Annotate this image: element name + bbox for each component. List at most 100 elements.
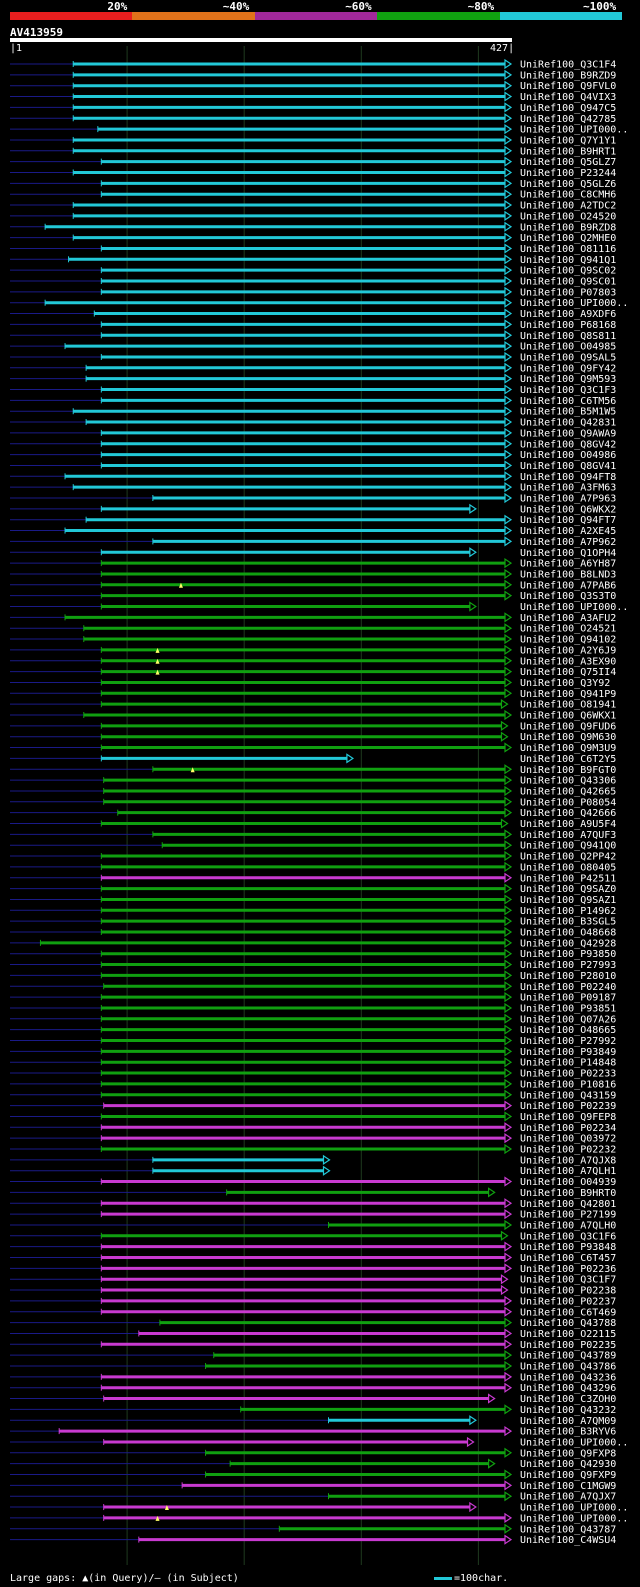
hit-label[interactable]: UniRef100_A2Y6J9 [520,645,616,656]
hit-label[interactable]: UniRef100_B9FGT0 [520,765,616,776]
hit-label[interactable]: UniRef100_P02234 [520,1123,616,1134]
hit-label[interactable]: UniRef100_Q43788 [520,1318,616,1329]
hit-label[interactable]: UniRef100_Q42930 [520,1459,616,1470]
hit-label[interactable]: UniRef100_P02240 [520,982,616,993]
hit-label[interactable]: UniRef100_Q3S3T0 [520,591,616,602]
hit-label[interactable]: UniRef100_P93849 [520,1047,616,1058]
hit-label[interactable]: UniRef100_Q8GV41 [520,461,616,472]
hit-label[interactable]: UniRef100_Q2PP42 [520,852,616,863]
hit-label[interactable]: UniRef100_A7PAB6 [520,580,616,591]
hit-label[interactable]: UniRef100_P02236 [520,1264,616,1275]
hit-label[interactable]: UniRef100_O48665 [520,1025,616,1036]
hit-label[interactable]: UniRef100_O22115 [520,1329,616,1340]
hit-label[interactable]: UniRef100_Q7Y1Y1 [520,135,616,146]
hit-label[interactable]: UniRef100_P10816 [520,1079,616,1090]
hit-label[interactable]: UniRef100_Q9FY42 [520,363,616,374]
hit-label[interactable]: UniRef100_Q9M630 [520,732,616,743]
hit-label[interactable]: UniRef100_P27199 [520,1210,616,1221]
hit-label[interactable]: UniRef100_P68168 [520,320,616,331]
hit-label[interactable]: UniRef100_UPI000.. [520,1503,628,1514]
hit-label[interactable]: UniRef100_A7P963 [520,494,616,505]
hit-label[interactable]: UniRef100_Q9FEP8 [520,1112,616,1123]
hit-label[interactable]: UniRef100_A3FM63 [520,483,616,494]
hit-label[interactable]: UniRef100_A9XDF6 [520,309,616,320]
hit-label[interactable]: UniRef100_C6T457 [520,1253,616,1264]
hit-label[interactable]: UniRef100_Q9AWA9 [520,428,616,439]
hit-label[interactable]: UniRef100_O81116 [520,244,616,255]
hit-label[interactable]: UniRef100_P14848 [520,1058,616,1069]
hit-label[interactable]: UniRef100_C1MGW9 [520,1481,616,1492]
hit-label[interactable]: UniRef100_C6T2Y5 [520,754,616,765]
hit-label[interactable]: UniRef100_Q2MHE0 [520,233,616,244]
hit-label[interactable]: UniRef100_C4WSU4 [520,1535,616,1546]
hit-label[interactable]: UniRef100_Q03972 [520,1134,616,1145]
hit-label[interactable]: UniRef100_Q9SAZ1 [520,895,616,906]
hit-label[interactable]: UniRef100_B8LND3 [520,569,616,580]
hit-label[interactable]: UniRef100_O24520 [520,211,616,222]
hit-label[interactable]: UniRef100_Q43296 [520,1383,616,1394]
hit-label[interactable]: UniRef100_P93851 [520,1003,616,1014]
hit-label[interactable]: UniRef100_UPI000.. [520,125,628,136]
hit-label[interactable]: UniRef100_Q3C1F7 [520,1275,616,1286]
hit-label[interactable]: UniRef100_O04986 [520,450,616,461]
hit-label[interactable]: UniRef100_P28010 [520,971,616,982]
hit-label[interactable]: UniRef100_Q9M593 [520,374,616,385]
hit-label[interactable]: UniRef100_Q3C1F6 [520,1231,616,1242]
hit-label[interactable]: UniRef100_Q42785 [520,114,616,125]
hit-label[interactable]: UniRef100_B9HRT1 [520,146,616,157]
hit-label[interactable]: UniRef100_Q43787 [520,1524,616,1535]
hit-label[interactable]: UniRef100_O81941 [520,700,616,711]
hit-label[interactable]: UniRef100_A7QUF3 [520,830,616,841]
hit-label[interactable]: UniRef100_P23244 [520,168,616,179]
hit-label[interactable]: UniRef100_A7QLH1 [520,1166,616,1177]
hit-label[interactable]: UniRef100_UPI000.. [520,1513,628,1524]
hit-label[interactable]: UniRef100_Q9FUD6 [520,721,616,732]
hit-label[interactable]: UniRef100_Q941Q1 [520,255,616,266]
hit-label[interactable]: UniRef100_B9RZD8 [520,222,616,233]
hit-label[interactable]: UniRef100_P42511 [520,873,616,884]
hit-label[interactable]: UniRef100_O80405 [520,862,616,873]
hit-label[interactable]: UniRef100_P02239 [520,1101,616,1112]
hit-label[interactable]: UniRef100_Q4VIX3 [520,92,616,103]
hit-label[interactable]: UniRef100_P02237 [520,1296,616,1307]
hit-label[interactable]: UniRef100_B9HRT0 [520,1188,616,1199]
hit-label[interactable]: UniRef100_Q43306 [520,776,616,787]
hit-label[interactable]: UniRef100_O24521 [520,624,616,635]
hit-label[interactable]: UniRef100_Q9SC02 [520,266,616,277]
hit-label[interactable]: UniRef100_Q6WKX1 [520,711,616,722]
hit-label[interactable]: UniRef100_A7P962 [520,537,616,548]
hit-label[interactable]: UniRef100_Q07A26 [520,1014,616,1025]
hit-label[interactable]: UniRef100_Q9FXP9 [520,1470,616,1481]
hit-label[interactable]: UniRef100_Q42665 [520,786,616,797]
hit-label[interactable]: UniRef100_Q94FT8 [520,472,616,483]
hit-label[interactable]: UniRef100_Q941Q0 [520,841,616,852]
hit-label[interactable]: UniRef100_Q43786 [520,1362,616,1373]
hit-label[interactable]: UniRef100_A7QM09 [520,1416,616,1427]
hit-label[interactable]: UniRef100_C6T469 [520,1307,616,1318]
hit-label[interactable]: UniRef100_A2XE45 [520,526,616,537]
hit-label[interactable]: UniRef100_P09187 [520,993,616,1004]
hit-label[interactable]: UniRef100_Q43232 [520,1405,616,1416]
hit-label[interactable]: UniRef100_P93850 [520,949,616,960]
hit-label[interactable]: UniRef100_Q43789 [520,1351,616,1362]
hit-label[interactable]: UniRef100_Q3C1F4 [520,60,616,71]
hit-label[interactable]: UniRef100_P02233 [520,1069,616,1080]
hit-label[interactable]: UniRef100_A3EX90 [520,656,616,667]
hit-label[interactable]: UniRef100_Q947C5 [520,103,616,114]
hit-label[interactable]: UniRef100_A9U5F4 [520,819,616,830]
hit-label[interactable]: UniRef100_Q43159 [520,1090,616,1101]
hit-label[interactable]: UniRef100_UPI000.. [520,602,628,613]
hit-label[interactable]: UniRef100_A7QJX7 [520,1492,616,1503]
hit-label[interactable]: UniRef100_A2TDC2 [520,201,616,212]
hit-label[interactable]: UniRef100_Q3Y92 [520,678,610,689]
hit-label[interactable]: UniRef100_B5M1W5 [520,407,616,418]
hit-label[interactable]: UniRef100_P08054 [520,797,616,808]
hit-label[interactable]: UniRef100_Q43236 [520,1372,616,1383]
hit-label[interactable]: UniRef100_Q8GV42 [520,439,616,450]
hit-label[interactable]: UniRef100_Q3C1F3 [520,385,616,396]
hit-label[interactable]: UniRef100_P14962 [520,906,616,917]
hit-label[interactable]: UniRef100_B3RYV6 [520,1427,616,1438]
hit-label[interactable]: UniRef100_P02235 [520,1340,616,1351]
hit-label[interactable]: UniRef100_Q42928 [520,938,616,949]
hit-label[interactable]: UniRef100_Q941P9 [520,689,616,700]
